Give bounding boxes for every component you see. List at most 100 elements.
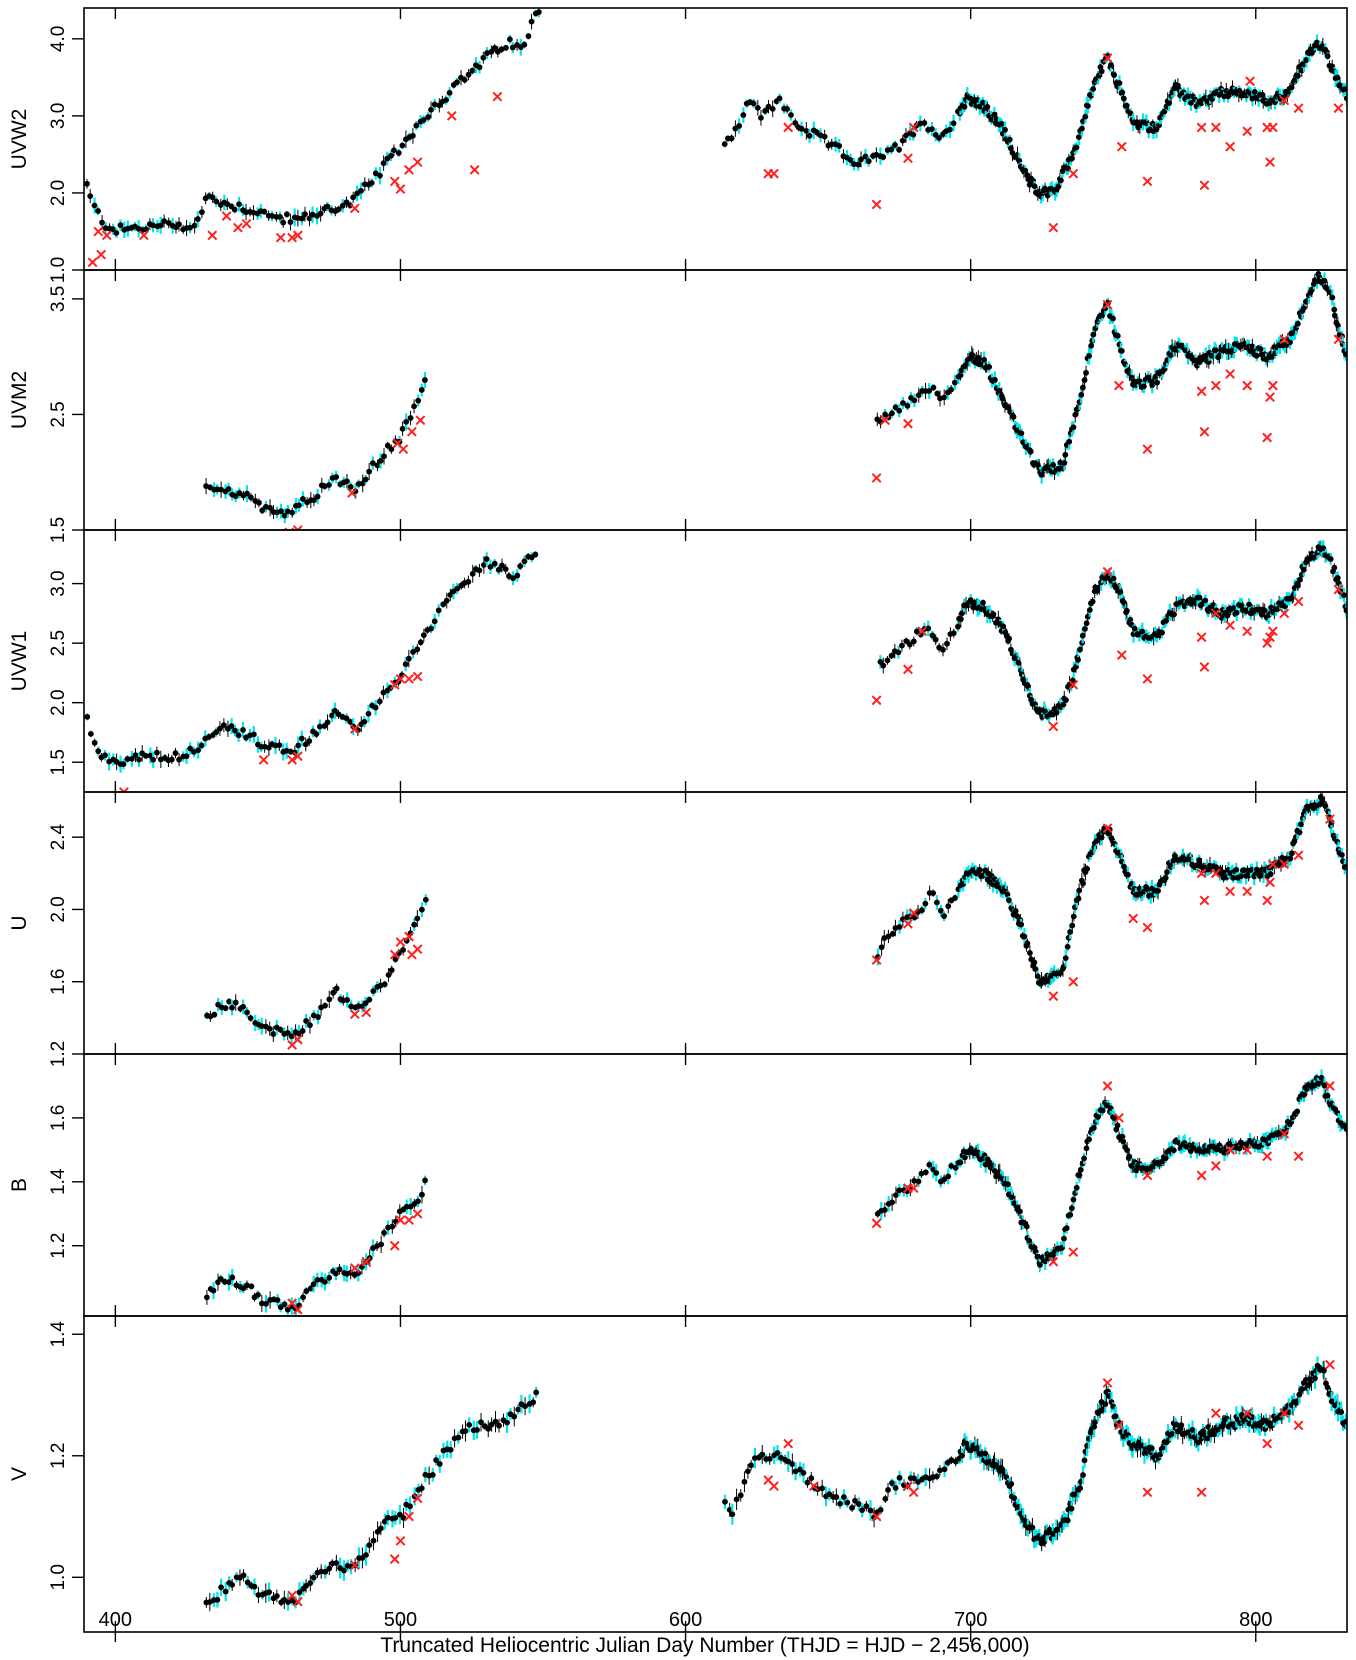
data-point: [504, 1419, 510, 1426]
data-point: [358, 187, 364, 194]
data-point: [918, 1170, 925, 1177]
data-point: [1155, 887, 1161, 894]
data-point: [465, 578, 472, 585]
red-cross-point: [1293, 596, 1304, 607]
data-point: [1123, 102, 1130, 109]
data-point: [228, 723, 235, 730]
data-point: [1233, 609, 1240, 616]
data-point: [1295, 582, 1301, 589]
data-point: [410, 132, 416, 139]
data-point: [1027, 950, 1033, 956]
data-point: [273, 1593, 280, 1599]
red-cross-point: [349, 1560, 360, 1571]
data-point: [388, 152, 394, 159]
red-cross-point: [1196, 632, 1207, 643]
data-point: [1078, 391, 1085, 398]
panel-frame: [83, 269, 1348, 531]
data-point: [733, 1496, 740, 1503]
data-point: [1067, 929, 1074, 935]
data-point: [333, 1560, 340, 1566]
data-point: [1110, 575, 1117, 582]
y-tick-label: 1.6: [48, 969, 69, 995]
data-point: [428, 106, 434, 113]
red-cross-point: [1293, 850, 1304, 861]
data-point: [1005, 897, 1012, 904]
data-point: [1112, 1413, 1119, 1420]
red-cross-point: [389, 949, 400, 960]
red-cross-point: [412, 944, 423, 955]
data-point: [896, 1474, 903, 1481]
data-point: [792, 1468, 799, 1475]
data-point: [298, 735, 305, 742]
red-cross-point: [1196, 386, 1207, 397]
data-point: [1062, 451, 1069, 458]
data-point: [478, 1419, 484, 1426]
data-point: [1114, 1122, 1121, 1129]
red-cross-point: [412, 1493, 423, 1504]
data-point: [324, 719, 331, 726]
data-point: [419, 1191, 425, 1198]
data-point: [515, 1406, 522, 1413]
red-cross-point: [93, 226, 104, 237]
red-cross-point: [1293, 1151, 1304, 1162]
data-point: [420, 632, 427, 639]
data-point: [896, 146, 902, 153]
data-point: [1123, 607, 1130, 614]
data-point: [759, 1451, 766, 1458]
red-cross-point: [1324, 814, 1335, 825]
red-cross-point: [395, 1535, 406, 1546]
data-point: [315, 1014, 321, 1020]
data-point: [976, 867, 983, 873]
data-point: [213, 729, 220, 736]
data-point: [1324, 1384, 1331, 1391]
data-point: [1343, 351, 1347, 358]
data-point: [366, 468, 373, 475]
data-point: [213, 198, 220, 205]
data-point: [867, 1507, 874, 1514]
data-point: [495, 566, 502, 573]
data-point: [332, 707, 338, 714]
red-cross-point: [1210, 868, 1221, 879]
data-point: [229, 1274, 236, 1281]
data-point: [1162, 1155, 1169, 1162]
data-point: [447, 1446, 454, 1453]
data-point: [203, 1294, 210, 1301]
data-point: [217, 725, 223, 732]
data-point: [407, 415, 414, 421]
y-tick-label: 3.0: [48, 570, 69, 596]
data-point: [1022, 167, 1029, 174]
data-point: [1061, 1235, 1067, 1242]
red-cross-point: [871, 473, 882, 483]
data-point: [1127, 110, 1134, 117]
data-point: [1102, 1401, 1109, 1407]
data-point: [1329, 294, 1336, 301]
data-point: [762, 108, 769, 114]
data-point: [414, 915, 421, 922]
data-point: [833, 1494, 840, 1500]
data-point: [1160, 1444, 1166, 1451]
data-point: [849, 1504, 855, 1511]
data-point: [1090, 331, 1097, 338]
data-point: [941, 913, 947, 919]
data-point: [929, 126, 935, 132]
data-point: [880, 154, 887, 160]
data-point: [435, 607, 442, 614]
data-point: [330, 989, 337, 996]
data-point: [1082, 113, 1089, 120]
data-point: [911, 397, 918, 404]
data-point: [1300, 305, 1307, 312]
red-cross-point: [1242, 380, 1253, 391]
data-point: [899, 137, 906, 144]
data-point: [374, 462, 381, 469]
red-cross-point: [1068, 168, 1079, 179]
data-point: [422, 377, 428, 383]
data-point: [336, 1266, 343, 1273]
y-axis-label: UVW2: [8, 109, 31, 170]
data-point: [1224, 612, 1231, 619]
data-point: [399, 142, 406, 149]
data-point: [1021, 933, 1028, 940]
data-point: [1089, 598, 1096, 605]
data-point: [388, 446, 395, 453]
data-point: [384, 1514, 391, 1521]
data-point: [258, 1023, 265, 1030]
